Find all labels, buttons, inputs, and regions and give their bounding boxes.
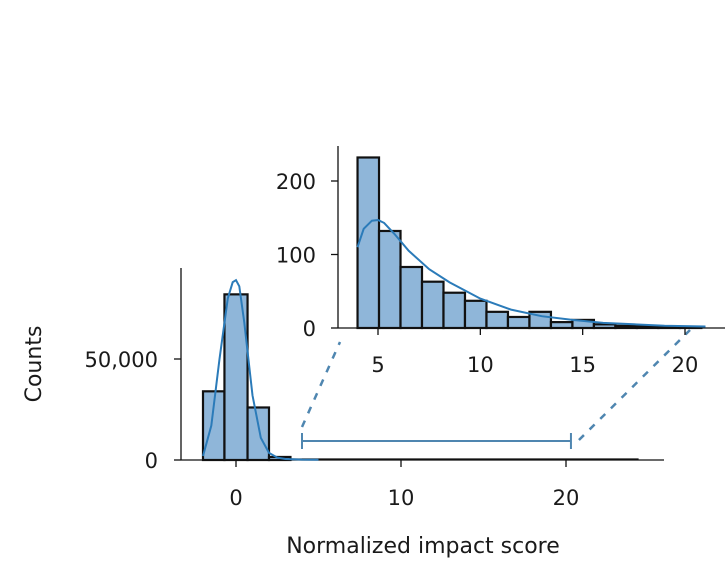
inset-bar-9: [549, 321, 574, 330]
zoom-connector-right: [578, 329, 691, 441]
main-x-tick-label: 10: [388, 486, 415, 510]
y-axis-title: Counts: [22, 326, 47, 403]
inset-bar-1: [377, 229, 402, 330]
inset-bar-7: [506, 315, 531, 330]
inset-x-tick-label: 10: [467, 353, 494, 377]
x-axis-title: Normalized impact score: [286, 534, 560, 559]
inset-kde-curve: [356, 218, 706, 328]
zoom-indicator: [300, 329, 691, 449]
inset-x-tick-label: 5: [371, 353, 384, 377]
inset-bar-12: [614, 324, 639, 330]
inset-bar-4: [442, 291, 467, 330]
inset-bar-3: [420, 280, 445, 330]
main-ticks: 0 10 20 0 50,000: [85, 348, 580, 510]
inset-y-tick-label: 0: [303, 317, 316, 341]
inset-x-tick-label: 15: [569, 353, 596, 377]
inset-bars: [356, 156, 703, 330]
inset-bar-15: [678, 326, 703, 330]
inset-bar-5: [463, 299, 488, 330]
inset-bar-0: [356, 156, 381, 330]
zoom-connector-left: [300, 341, 342, 428]
inset-y-tick-label: 100: [276, 244, 316, 268]
main-x-tick-label: 20: [553, 486, 580, 510]
inset-x-tick-label: 20: [672, 353, 699, 377]
inset-bar-11: [592, 323, 617, 330]
main-y-tick-label: 50,000: [85, 348, 158, 372]
inset-y-tick-label: 200: [276, 170, 316, 194]
inset-bar-2: [399, 265, 424, 330]
main-bar-2: [246, 406, 271, 462]
main-kde-curve: [202, 278, 319, 461]
inset-bar-6: [485, 310, 510, 330]
main-y-tick-label: 0: [145, 449, 158, 473]
main-x-tick-label: 0: [229, 486, 242, 510]
